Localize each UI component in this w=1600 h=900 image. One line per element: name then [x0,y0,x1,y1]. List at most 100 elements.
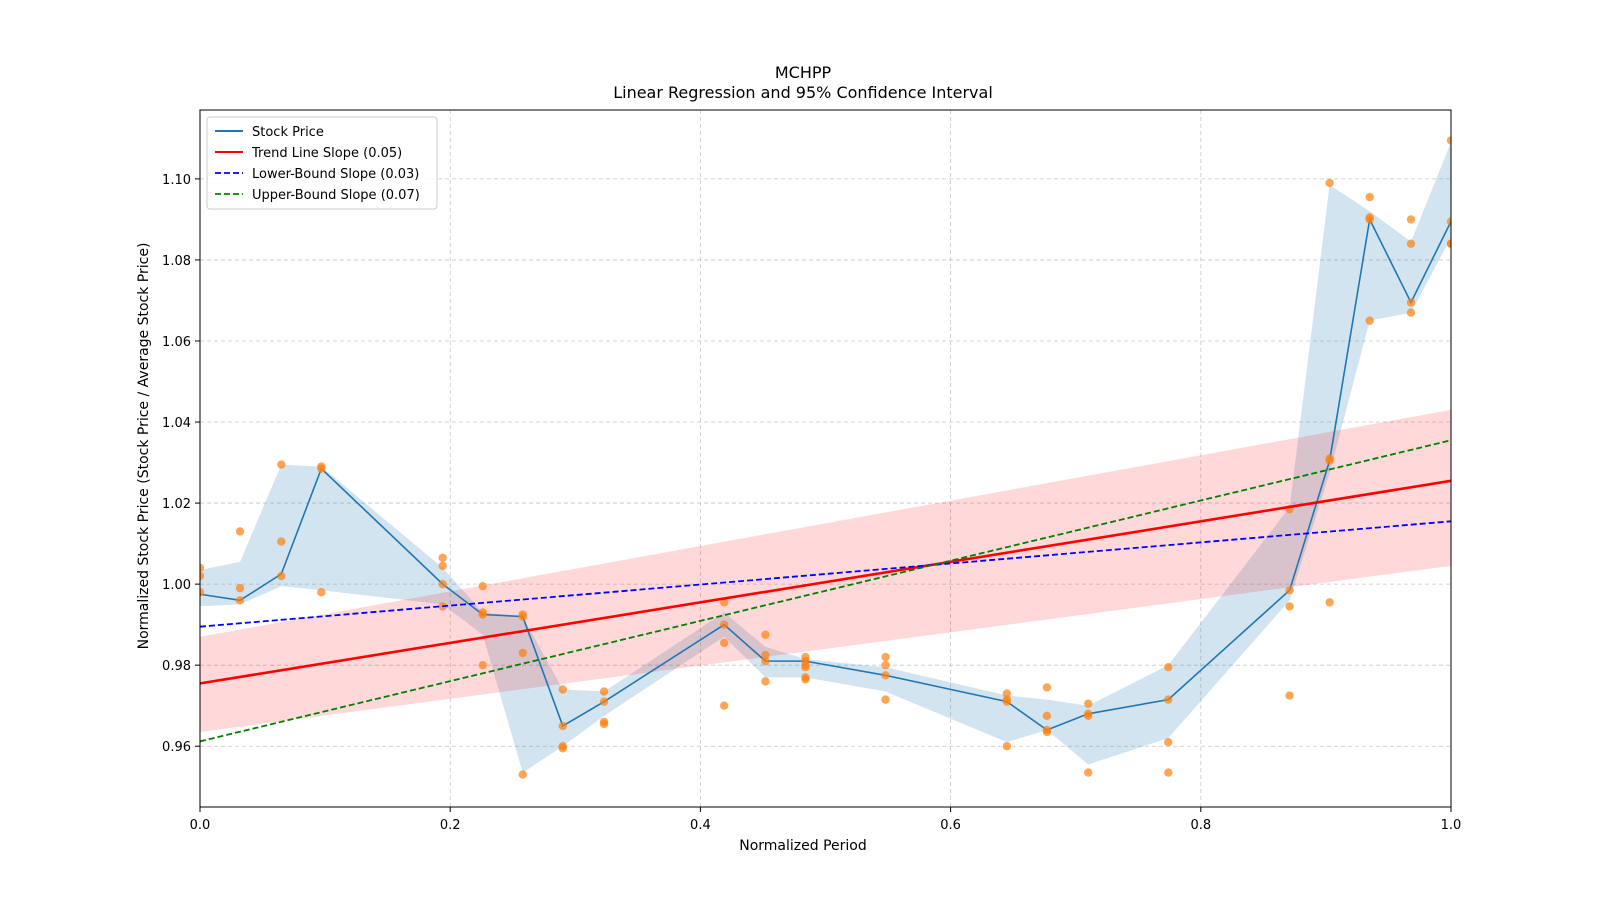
scatter-point [558,744,567,753]
x-tick-label: 0.8 [1190,818,1211,833]
scatter-point [1325,456,1334,465]
scatter-point [317,588,326,597]
scatter-point [761,630,770,639]
upper-bound-line [200,439,1451,743]
scatter-point [1084,711,1093,721]
scatter-point [599,697,609,706]
y-tick-label: 1.04 [162,416,191,431]
y-tick-label: 1.00 [162,578,191,593]
scatter-point [1042,727,1052,737]
y-tick-label: 1.02 [162,497,191,512]
scatter-point [1365,316,1374,325]
scatter-point [881,695,890,704]
scatter-point [200,571,205,581]
scatter-point [1285,586,1294,595]
x-tick-label: 0.2 [440,818,461,833]
scatter-point [1164,737,1173,747]
scatter-point [599,687,609,696]
scatter-point [558,721,567,731]
chart-title: MCHPP [775,63,832,82]
scatter-point [518,648,527,658]
scatter-point [761,650,770,660]
legend-label: Stock Price [252,125,324,140]
scatter-point [1042,711,1052,721]
y-tick-label: 0.98 [162,659,191,674]
scatter-point [719,701,729,710]
scatter-point [1285,602,1294,611]
scatter-point [235,527,245,536]
scatter-point [317,464,326,473]
scatter-point [277,571,286,581]
trend-confidence-band [200,409,1451,733]
legend: Stock Price Trend Line Slope (0.05) Lower-… [206,116,438,210]
stock-price-line [200,216,1451,731]
scatter-point [881,671,890,680]
scatter-point [235,583,245,593]
scatter-point [1365,192,1374,202]
scatter-point [1042,683,1052,692]
scatter-point [1285,691,1294,700]
scatter-point [1406,239,1416,248]
scatter-point [478,610,487,619]
scatter-point [558,685,567,694]
scatter-point [438,579,447,589]
scatter-point [200,563,205,573]
scatter-point [277,460,286,469]
x-axis-label: Normalized Period [739,838,867,854]
scatter-point [881,652,890,662]
scatter-point [518,770,527,779]
scatter-point [1406,215,1416,224]
scatter-point [1446,217,1451,226]
scatter-point [1406,298,1416,307]
scatter-point [599,719,609,729]
scatter-point [518,612,527,621]
scatter-point [1164,662,1173,672]
scatter-point [200,588,205,597]
axes: 0.0 0.2 0.4 0.6 0.8 1.0 0.96 0.98 1.00 1.02 1.04 1.… [162,109,1462,833]
scatter-point [277,537,286,546]
lower-bound-line [200,520,1451,628]
chart-subtitle: Linear Regression and 95% Confidence Int… [613,83,993,102]
scatter-point [438,561,447,571]
x-tick-label: 0.6 [940,818,961,833]
y-tick-label: 0.96 [162,740,191,755]
scatter-point [1084,699,1093,708]
scatter-point [801,675,810,684]
scatter-point [438,553,447,562]
plot-area [200,136,1451,779]
scatter-point [1365,215,1374,224]
x-tick-label: 0.4 [690,818,711,833]
y-tick-label: 1.06 [162,335,191,350]
scatter-point [1406,308,1416,317]
scatter-point [478,660,487,670]
y-tick-label: 1.08 [162,254,191,269]
y-tick-label: 1.10 [162,173,191,188]
legend-label: Lower-Bound Slope (0.03) [252,167,419,182]
scatter-point [761,656,770,666]
scatter-point [478,581,487,591]
scatter-point [1325,598,1334,607]
legend-label: Trend Line Slope (0.05) [251,146,402,161]
scatter-point [1002,742,1012,751]
scatter-point [1446,239,1451,248]
scatter-point [761,677,770,686]
scatter-point [1084,768,1093,777]
y-axis-label: Normalized Stock Price (Stock Price / Av… [136,243,152,650]
scatter-point [1164,695,1173,704]
scatter-point [1002,689,1012,698]
scatter-point [801,662,810,672]
scatter-point [719,620,729,629]
scatter-point [1002,697,1012,706]
plot-frame [199,109,1452,808]
scatter-point [1325,178,1334,188]
scatter-point [719,638,729,648]
scatter-point [1446,136,1451,145]
trend-line [200,479,1451,685]
scatter-point [719,598,729,607]
x-tick-label: 0.0 [190,818,211,833]
x-tick-label: 1.0 [1441,818,1462,833]
scatter-point [881,660,890,670]
legend-label: Upper-Bound Slope (0.07) [252,188,420,203]
scatter-point [235,596,245,605]
